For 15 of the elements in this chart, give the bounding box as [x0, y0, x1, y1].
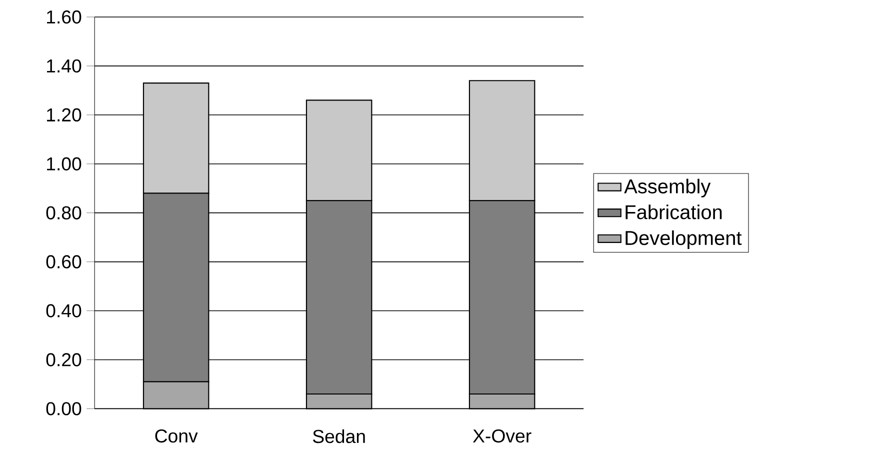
y-tick-label: 1.00: [47, 157, 82, 171]
y-tick-label: 0.00: [46, 402, 82, 416]
legend-label: Fabrication: [626, 204, 722, 220]
y-tick-label: 1.40: [47, 60, 82, 73]
legend-label: Development: [626, 230, 742, 250]
y-tick-label: 1.20: [47, 108, 82, 122]
x-tick-label: Conv: [155, 430, 198, 443]
y-tick-label: 0.20: [46, 353, 82, 367]
legend-label: Assembly: [624, 178, 711, 198]
y-tick-label: 0.80: [46, 206, 82, 220]
y-tick-label: 0.60: [46, 255, 82, 269]
x-tick-label: Sedan: [312, 430, 365, 444]
x-tick-label: X-Over: [472, 430, 532, 443]
y-tick-label: 0.40: [46, 304, 82, 318]
y-tick-label: 1.60: [47, 10, 82, 24]
